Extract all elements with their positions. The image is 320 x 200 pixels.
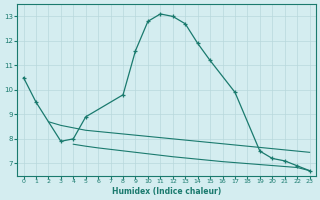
X-axis label: Humidex (Indice chaleur): Humidex (Indice chaleur): [112, 187, 221, 196]
